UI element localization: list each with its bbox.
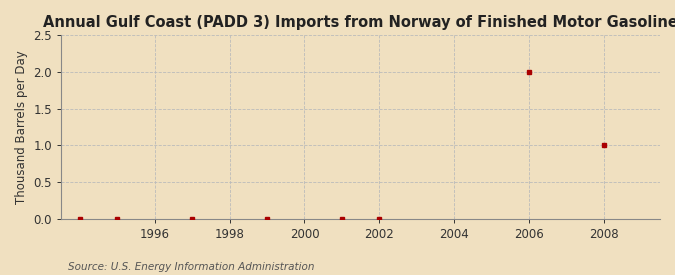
- Text: Source: U.S. Energy Information Administration: Source: U.S. Energy Information Administ…: [68, 262, 314, 272]
- Title: Annual Gulf Coast (PADD 3) Imports from Norway of Finished Motor Gasoline: Annual Gulf Coast (PADD 3) Imports from …: [43, 15, 675, 30]
- Y-axis label: Thousand Barrels per Day: Thousand Barrels per Day: [15, 50, 28, 204]
